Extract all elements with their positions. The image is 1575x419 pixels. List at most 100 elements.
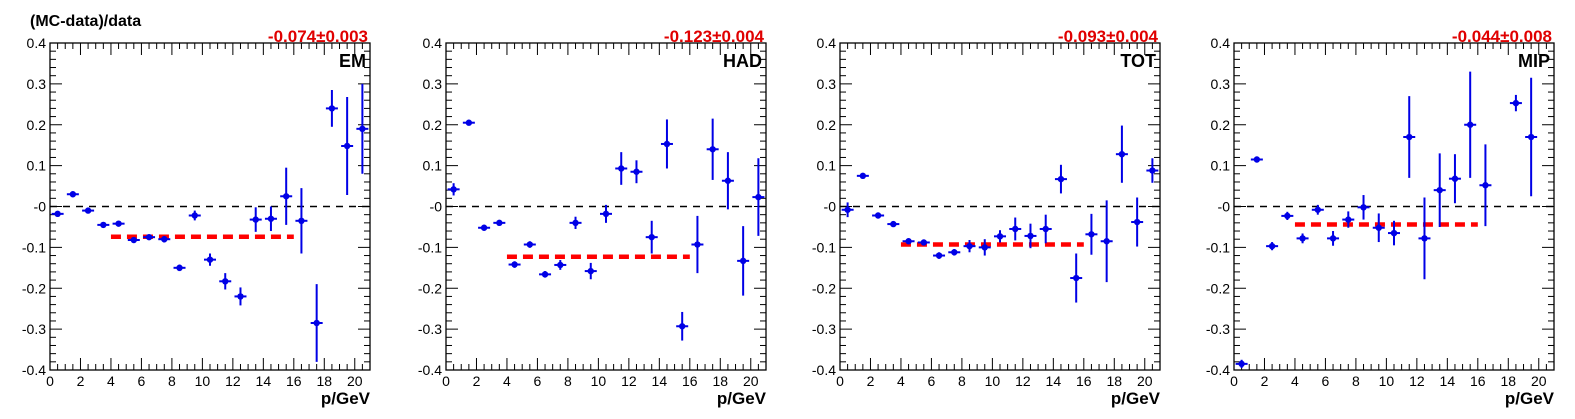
point-marker xyxy=(1057,175,1065,183)
point-marker xyxy=(115,220,122,227)
y-tick-label: 0.1 xyxy=(817,158,837,174)
point-marker xyxy=(755,193,762,201)
data-point xyxy=(51,210,64,218)
y-tick-label: -0 xyxy=(1218,199,1231,215)
x-tick-label: 12 xyxy=(1015,373,1031,389)
fit-value-label: -0.123±0.004 xyxy=(664,27,765,46)
data-point xyxy=(1009,217,1022,241)
data-point xyxy=(584,262,597,280)
data-point xyxy=(204,253,216,266)
point-marker xyxy=(511,261,518,268)
y-tick-label: -0.3 xyxy=(1206,321,1230,337)
fit-value-label: -0.074±0.003 xyxy=(268,27,368,46)
data-point xyxy=(1403,96,1416,178)
x-tick-label: 6 xyxy=(138,373,146,389)
figure-y-axis-title: (MC-data)/data xyxy=(30,13,141,30)
point-marker xyxy=(618,165,625,172)
point-marker xyxy=(1436,186,1443,194)
point-marker xyxy=(206,256,214,263)
x-tick-label: 2 xyxy=(473,373,481,389)
x-tick-label: 20 xyxy=(347,373,363,389)
x-tick-label: 8 xyxy=(1352,373,1360,389)
point-marker xyxy=(191,212,198,219)
y-tick-label: -0.4 xyxy=(1206,362,1230,378)
point-marker xyxy=(633,168,640,175)
point-marker xyxy=(343,142,351,150)
x-tick-label: 18 xyxy=(712,373,728,389)
point-marker xyxy=(1088,231,1095,238)
panel-label: MIP xyxy=(1518,51,1550,71)
point-marker xyxy=(237,293,244,300)
data-point xyxy=(721,152,734,210)
y-tick-label: 0.1 xyxy=(1211,158,1231,174)
data-point xyxy=(1131,197,1144,247)
x-tick-label: 14 xyxy=(652,373,668,389)
data-point xyxy=(856,172,869,180)
x-tick-label: 2 xyxy=(867,373,875,389)
data-point xyxy=(1327,231,1340,246)
x-tick-label: 14 xyxy=(1046,373,1062,389)
x-tick-label: 18 xyxy=(1500,373,1516,389)
x-tick-label: 4 xyxy=(107,373,115,389)
data-point xyxy=(295,188,308,254)
data-point xyxy=(1024,223,1037,249)
y-tick-label: -0.3 xyxy=(812,321,836,337)
point-marker xyxy=(1406,133,1413,141)
data-point xyxy=(356,83,369,174)
data-point xyxy=(493,219,506,227)
panel-label: HAD xyxy=(723,51,762,71)
data-point xyxy=(1054,164,1067,194)
point-marker xyxy=(84,207,92,214)
point-marker xyxy=(267,215,275,222)
data-point xyxy=(1433,153,1446,227)
point-marker xyxy=(328,105,336,112)
x-tick-label: 16 xyxy=(1470,373,1486,389)
data-point xyxy=(158,235,171,243)
y-tick-label: -0.1 xyxy=(418,239,442,255)
data-point xyxy=(887,220,900,228)
data-point xyxy=(676,311,689,341)
data-point xyxy=(1296,233,1309,244)
panel-tot: -0.4 -0.3 -0.2 -0.1 -0 0.1 0.2 0.3 0.4 0 2 4 6 8 10 12 1… xyxy=(812,27,1161,408)
x-axis-title: p/GeV xyxy=(717,389,767,408)
point-marker xyxy=(100,221,107,229)
point-marker xyxy=(252,216,259,223)
data-point xyxy=(97,221,110,229)
data-point xyxy=(1100,200,1113,283)
x-tick-label: 20 xyxy=(1531,373,1547,389)
point-marker xyxy=(1360,204,1367,211)
data-point xyxy=(917,239,930,246)
point-marker xyxy=(951,249,958,256)
point-marker xyxy=(359,125,366,133)
x-tick-label: 16 xyxy=(682,373,698,389)
panel-label: EM xyxy=(339,51,366,71)
panel-label: TOT xyxy=(1120,51,1156,71)
data-point xyxy=(143,233,156,241)
point-marker xyxy=(1345,216,1352,223)
y-tick-label: -0.1 xyxy=(22,239,46,255)
point-marker xyxy=(996,233,1004,240)
data-point xyxy=(539,271,552,278)
point-marker xyxy=(709,146,716,153)
data-point xyxy=(188,210,201,221)
data-point xyxy=(1448,154,1461,204)
data-point xyxy=(280,167,293,225)
data-point xyxy=(1250,156,1263,163)
data-point xyxy=(1342,211,1355,228)
data-point xyxy=(310,284,323,362)
x-tick-label: 0 xyxy=(442,373,450,389)
y-tick-label: 0.4 xyxy=(27,35,47,51)
point-marker xyxy=(1329,235,1337,242)
point-marker xyxy=(981,244,988,251)
x-tick-label: 6 xyxy=(534,373,542,389)
point-marker xyxy=(526,241,534,248)
point-marker xyxy=(1284,212,1291,220)
point-marker xyxy=(874,212,882,219)
data-point xyxy=(752,158,765,236)
data-point xyxy=(325,90,338,127)
point-marker xyxy=(1421,235,1428,242)
point-marker xyxy=(1072,274,1080,282)
x-tick-label: 10 xyxy=(985,373,1001,389)
data-point xyxy=(1085,213,1098,255)
x-tick-label: 18 xyxy=(316,373,332,389)
